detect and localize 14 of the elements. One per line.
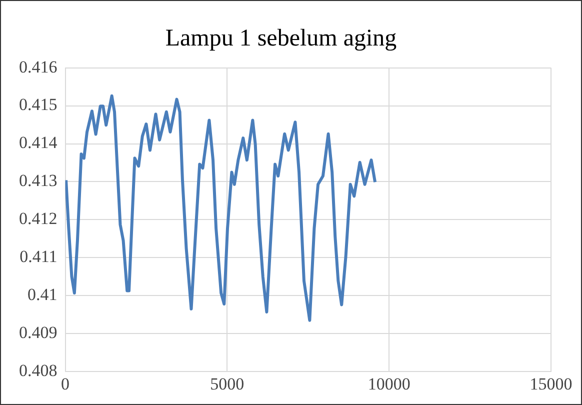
y-tick-label: 0.409: [19, 323, 58, 342]
y-tick-label: 0.415: [19, 95, 58, 114]
y-tick-label: 0.414: [19, 133, 58, 152]
chart-title: Lampu 1 sebelum aging: [165, 26, 397, 52]
y-tick-label: 0.413: [19, 171, 58, 190]
x-tick-label: 10000: [368, 374, 410, 394]
y-tick-label: 0.408: [19, 361, 58, 380]
x-tick-label: 5000: [210, 374, 244, 394]
y-tick-label: 0.416: [19, 57, 58, 76]
x-tick-label: 15000: [530, 374, 572, 394]
x-tick-label: 0: [61, 374, 70, 394]
y-tick-label: 0.412: [19, 209, 58, 228]
y-tick-label: 0.41: [28, 285, 58, 304]
y-tick-label: 0.411: [20, 247, 58, 266]
